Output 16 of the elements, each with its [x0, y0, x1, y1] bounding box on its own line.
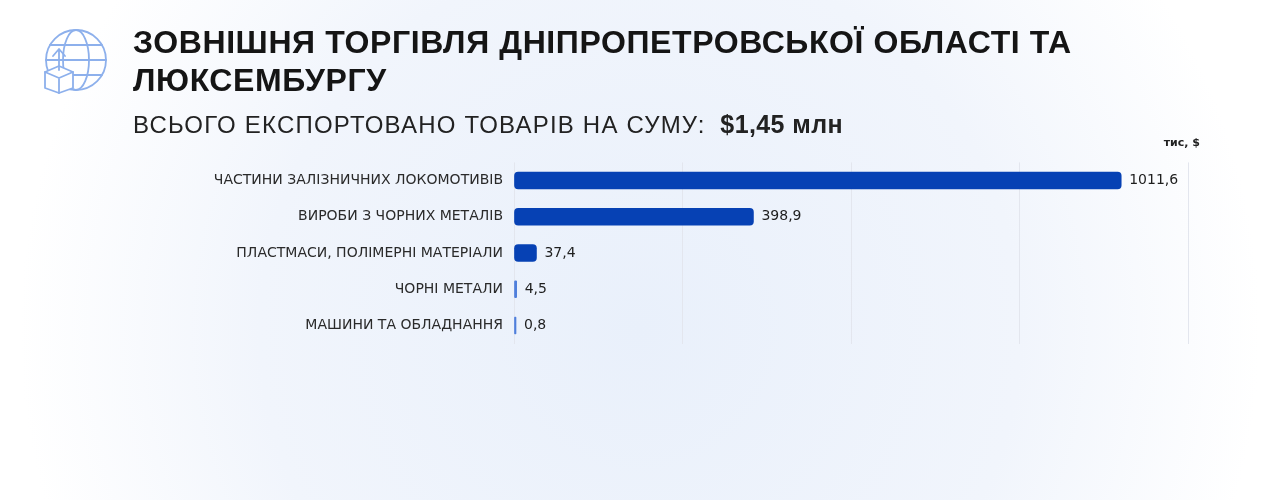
- x-axis-title: тис, $: [1163, 136, 1200, 149]
- bar: [514, 244, 537, 262]
- data-label: 398,9: [761, 207, 802, 224]
- y-tick-label: ПЛАСТМАСИ, ПОЛІМЕРНІ МАТЕРІАЛИ: [236, 243, 503, 260]
- data-label: 1011,6: [1129, 171, 1179, 188]
- chart-subtitle: ВСЬОГО ЕКСПОРТОВАНО ТОВАРІВ НА СУМУ: $1,45 млн: [133, 109, 843, 140]
- bar: [514, 171, 1122, 190]
- data-label: 4,5: [524, 279, 547, 296]
- y-tick-label: МАШИНИ ТА ОБЛАДНАННЯ: [305, 316, 503, 333]
- y-tick-label: ВИРОБИ З ЧОРНИХ МЕТАЛІВ: [298, 207, 503, 224]
- chart-title: ЗОВНІШНЯ ТОРГІВЛЯ ДНІПРОПЕТРОВСЬКОЇ ОБЛАСТІ ТА ЛЮКСЕМБУРГУ: [133, 23, 1073, 99]
- data-label: 0,8: [524, 316, 547, 333]
- y-tick-label: ЧОРНІ МЕТАЛИ: [394, 279, 503, 296]
- data-label: 37,4: [544, 243, 576, 260]
- bar: [514, 207, 754, 226]
- y-tick-label: ЧАСТИНИ ЗАЛІЗНИЧНИХ ЛОКОМОТИВІВ: [213, 171, 503, 188]
